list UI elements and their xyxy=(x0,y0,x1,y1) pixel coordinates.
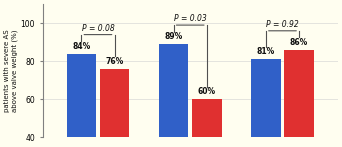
Text: 76%: 76% xyxy=(105,57,124,66)
Bar xyxy=(159,44,188,147)
Bar xyxy=(67,54,96,147)
Text: 86%: 86% xyxy=(290,38,308,47)
Text: 84%: 84% xyxy=(72,42,91,51)
Text: 60%: 60% xyxy=(198,87,216,96)
Bar xyxy=(284,50,314,147)
Text: P = 0.08: P = 0.08 xyxy=(82,24,114,33)
Bar xyxy=(192,99,222,147)
Text: P = 0.03: P = 0.03 xyxy=(174,14,207,23)
Text: 81%: 81% xyxy=(257,47,275,56)
Text: P = 0.92: P = 0.92 xyxy=(266,20,299,29)
Bar xyxy=(251,59,281,147)
Text: 89%: 89% xyxy=(165,32,183,41)
Bar xyxy=(100,69,129,147)
Y-axis label: patients with severe AS
above valve weight (%): patients with severe AS above valve weig… xyxy=(4,29,18,112)
